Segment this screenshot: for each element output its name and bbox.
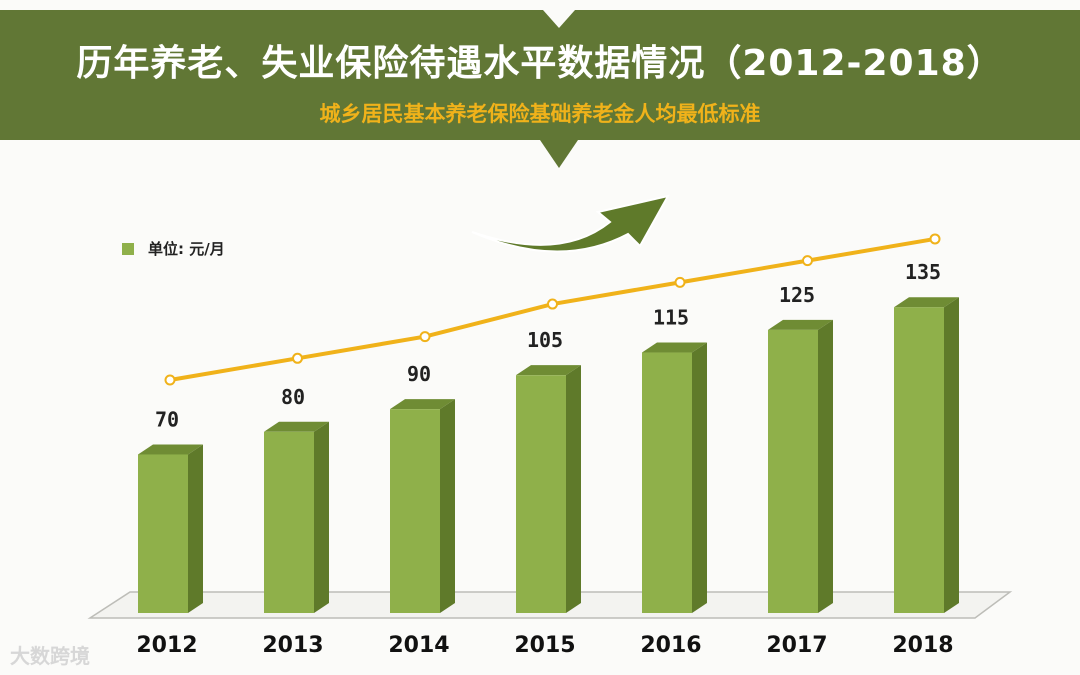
bar-side xyxy=(440,399,455,613)
x-tick-label: 2014 xyxy=(388,633,449,658)
trend-point xyxy=(547,298,558,310)
x-tick-label: 2018 xyxy=(892,633,953,658)
bar-top xyxy=(138,444,203,455)
x-tick-label: 2012 xyxy=(136,633,197,658)
bar-top xyxy=(894,297,959,308)
data-label: 125 xyxy=(779,283,815,307)
bar-top xyxy=(264,421,329,432)
bar-side xyxy=(944,297,959,613)
x-tick-label: 2017 xyxy=(766,633,827,658)
x-tick-label: 2015 xyxy=(514,633,575,658)
bar xyxy=(390,409,440,613)
trend-point xyxy=(929,233,941,245)
header-banner xyxy=(0,10,1080,140)
legend-swatch xyxy=(122,242,134,255)
data-label: 80 xyxy=(281,385,305,409)
bar-side xyxy=(566,365,581,613)
bar-side xyxy=(818,319,833,613)
data-label: 70 xyxy=(155,407,179,431)
trend-point xyxy=(674,276,686,288)
trend-point xyxy=(292,352,303,364)
x-tick-label: 2016 xyxy=(640,633,701,658)
bar-top xyxy=(516,365,581,376)
trend-point xyxy=(802,255,813,267)
bar-top xyxy=(642,342,707,353)
bar xyxy=(138,454,188,613)
bar-top xyxy=(390,399,455,410)
trend-point xyxy=(419,331,431,343)
legend-label: 单位: 元/月 xyxy=(148,240,225,258)
data-label: 90 xyxy=(407,362,431,386)
trend-arrow-icon xyxy=(471,194,670,253)
data-label: 105 xyxy=(527,328,563,352)
bar-side xyxy=(188,444,203,613)
data-label: 135 xyxy=(905,260,941,284)
bar xyxy=(264,431,314,613)
data-label: 115 xyxy=(653,306,689,330)
bar-side xyxy=(314,421,329,613)
bar xyxy=(516,375,566,613)
x-tick-label: 2013 xyxy=(262,633,323,658)
bar xyxy=(894,307,944,613)
bar-top xyxy=(768,319,833,330)
bar xyxy=(768,329,818,613)
legend: 单位: 元/月 xyxy=(122,238,225,259)
trend-point xyxy=(164,374,176,386)
watermark: 大数跨境 xyxy=(10,644,90,668)
bar xyxy=(642,352,692,613)
page-subtitle: 城乡居民基本养老保险基础养老金人均最低标准 xyxy=(319,102,761,126)
page-title: 历年养老、失业保险待遇水平数据情况（2012-2018） xyxy=(76,43,1004,84)
bar-side xyxy=(692,342,707,613)
